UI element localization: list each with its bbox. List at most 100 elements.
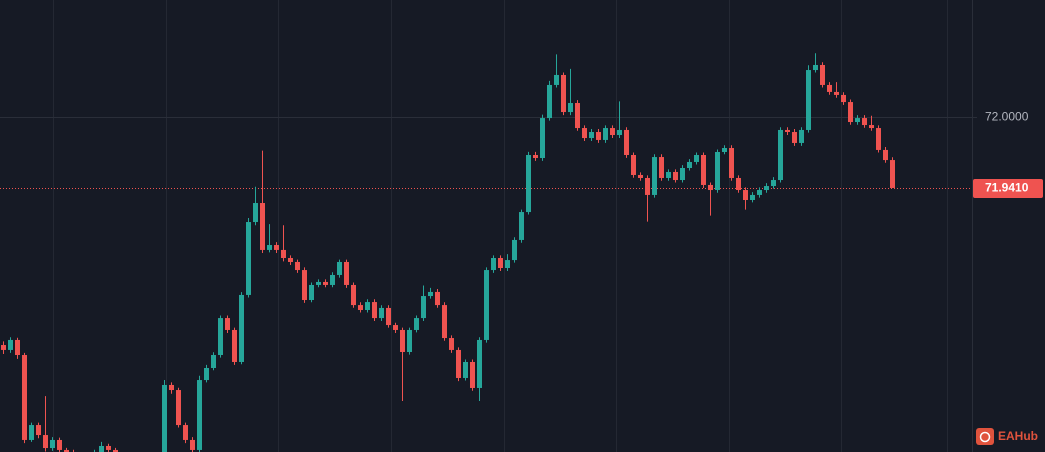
candle-body xyxy=(323,281,328,285)
candle-body xyxy=(750,194,755,201)
watermark-icon xyxy=(976,428,994,445)
candle-body xyxy=(855,118,860,123)
candle-body xyxy=(309,284,314,301)
candle-body xyxy=(204,368,209,381)
candle-body xyxy=(15,339,20,356)
candle-body xyxy=(267,245,272,250)
price-axis: 72.0000 71.9410 xyxy=(972,110,1043,198)
watermark-text: EAHub xyxy=(998,429,1038,443)
candle-body xyxy=(358,305,363,310)
candle-body xyxy=(519,212,524,240)
candle-body xyxy=(295,261,300,271)
candle-body xyxy=(687,161,692,168)
candle-body xyxy=(246,222,251,295)
candle-body xyxy=(526,154,531,213)
candle-body xyxy=(50,439,55,449)
candle-body xyxy=(57,439,62,450)
candle-body xyxy=(218,318,223,356)
candle-body xyxy=(22,355,27,440)
candle-body xyxy=(169,384,174,391)
time-grid xyxy=(53,0,948,452)
candle-body xyxy=(617,129,622,136)
candle-body xyxy=(701,154,706,185)
candle-body xyxy=(302,270,307,301)
candle-body xyxy=(288,258,293,262)
candle-body xyxy=(512,239,517,261)
candle-body xyxy=(351,284,356,306)
candle-body xyxy=(645,177,650,195)
candle-body xyxy=(337,261,342,275)
candle-body xyxy=(533,154,538,159)
candle-body xyxy=(869,125,874,129)
candle-body xyxy=(484,270,489,340)
candle-body xyxy=(477,339,482,388)
candle-body xyxy=(806,70,811,130)
candle-body xyxy=(400,329,405,352)
watermark: EAHub xyxy=(976,428,1038,445)
last-price-box xyxy=(973,179,1043,198)
candle-body xyxy=(344,261,349,285)
candle-body xyxy=(680,167,685,181)
candle-body xyxy=(764,186,769,191)
candle-body xyxy=(631,154,636,175)
candle-body xyxy=(666,171,671,178)
candle-body xyxy=(883,149,888,161)
y-tick-label: 72.0000 xyxy=(985,110,1029,124)
candle-body xyxy=(736,177,741,191)
candle-body xyxy=(316,281,321,285)
candle-body xyxy=(29,425,34,440)
candle-body xyxy=(379,307,384,319)
candle-body xyxy=(673,171,678,181)
candle-body xyxy=(890,160,895,188)
candle-body xyxy=(729,148,734,178)
candle-body xyxy=(176,390,181,426)
candle-body xyxy=(421,296,426,319)
candle-body xyxy=(540,118,545,159)
candle-body xyxy=(554,74,559,85)
candle-body xyxy=(848,102,853,123)
candle-body xyxy=(834,91,839,95)
candle-body xyxy=(162,384,167,452)
watermark-icon-ring xyxy=(979,431,991,443)
candle-body xyxy=(463,361,468,378)
candle-body xyxy=(799,129,804,143)
candles xyxy=(1,53,895,452)
candle-body xyxy=(708,184,713,191)
candle-body xyxy=(232,329,237,362)
candle-body xyxy=(386,307,391,326)
candle-body xyxy=(449,338,454,350)
candle-body xyxy=(771,180,776,187)
candle-body xyxy=(414,318,419,330)
candle-body xyxy=(183,425,188,440)
candle-body xyxy=(260,203,265,250)
candle-body xyxy=(225,318,230,330)
candle-body xyxy=(722,148,727,152)
candle-body xyxy=(106,445,111,450)
candle-body xyxy=(715,151,720,191)
candle-body xyxy=(813,64,818,71)
candle-body xyxy=(456,349,461,378)
candle-body xyxy=(435,291,440,306)
candle-body xyxy=(393,325,398,330)
candle-body xyxy=(652,157,657,195)
candle-body xyxy=(470,361,475,388)
last-price-label: 71.9410 xyxy=(985,181,1029,195)
candle-body xyxy=(330,274,335,285)
candle-body xyxy=(1,345,6,350)
candle-body xyxy=(281,249,286,259)
candle-body xyxy=(743,190,748,201)
candle-body xyxy=(197,380,202,450)
candle-body xyxy=(624,129,629,155)
candle-body xyxy=(505,260,510,268)
candle-body xyxy=(365,302,370,310)
candle-body xyxy=(442,305,447,339)
candle-body xyxy=(820,64,825,85)
candle-body xyxy=(190,439,195,450)
candle-body xyxy=(36,425,41,436)
candle-body xyxy=(239,294,244,362)
candle-body xyxy=(582,128,587,139)
candle-body xyxy=(589,132,594,139)
candle-body xyxy=(407,329,412,352)
candle-body xyxy=(99,445,104,452)
